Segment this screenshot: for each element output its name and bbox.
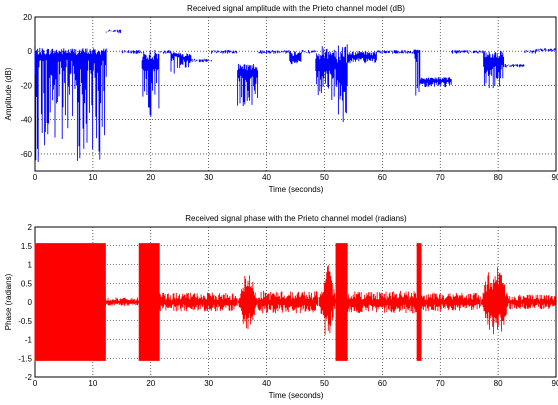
amplitude-x-tick-label: 10 bbox=[88, 173, 97, 182]
amplitude-plot: Received signal amplitude with the Priet… bbox=[4, 4, 558, 194]
phase-y-label: Phase (radians) bbox=[4, 273, 13, 330]
amplitude-y-tick-label: -40 bbox=[20, 116, 32, 125]
phase-y-tick-label: 2 bbox=[28, 223, 33, 232]
amplitude-y-label: Amplitude (dB) bbox=[4, 67, 13, 120]
amplitude-x-tick-label: 40 bbox=[262, 173, 271, 182]
amplitude-y-tick-label: -60 bbox=[20, 150, 32, 159]
amplitude-x-tick-label: 70 bbox=[436, 173, 445, 182]
phase-x-tick-label: 60 bbox=[378, 379, 387, 388]
phase-y-tick-label: -2 bbox=[25, 373, 33, 382]
amplitude-x-tick-label: 80 bbox=[494, 173, 503, 182]
phase-x-tick-label: 90 bbox=[552, 379, 558, 388]
phase-title: Received signal phase with the Prieto ch… bbox=[185, 214, 407, 223]
amplitude-x-tick-label: 20 bbox=[146, 173, 155, 182]
amplitude-axes-frame bbox=[34, 16, 557, 172]
phase-x-tick-label: 50 bbox=[320, 379, 329, 388]
phase-y-tick-label: 0.5 bbox=[21, 279, 33, 288]
phase-x-tick-label: 30 bbox=[204, 379, 213, 388]
phase-y-tick-label: 0 bbox=[28, 298, 33, 307]
amplitude-x-label: Time (seconds) bbox=[269, 185, 324, 194]
amplitude-title: Received signal amplitude with the Priet… bbox=[187, 4, 405, 13]
phase-y-tick-label: 1.5 bbox=[21, 242, 33, 251]
phase-y-tick-label: -1 bbox=[25, 336, 33, 345]
phase-x-ticks: 0 10 20 30 40 50 60 70 80 90 bbox=[33, 379, 558, 388]
phase-series bbox=[34, 243, 556, 361]
phase-y-tick-label: 1 bbox=[28, 261, 33, 270]
amplitude-x-ticks: 0 10 20 30 40 50 60 70 80 90 bbox=[33, 173, 558, 182]
phase-series-line bbox=[34, 243, 556, 361]
amplitude-x-tick-label: 50 bbox=[320, 173, 329, 182]
amplitude-series bbox=[34, 29, 557, 162]
amplitude-x-tick-label: 90 bbox=[552, 173, 558, 182]
amplitude-x-tick-label: 0 bbox=[33, 173, 38, 182]
amplitude-x-tick-label: 30 bbox=[204, 173, 213, 182]
phase-x-tick-label: 10 bbox=[88, 379, 97, 388]
amplitude-y-tick-label: -20 bbox=[20, 81, 32, 90]
phase-x-tick-label: 80 bbox=[494, 379, 503, 388]
phase-y-tick-label: -1.5 bbox=[18, 354, 32, 363]
phase-x-tick-label: 20 bbox=[146, 379, 155, 388]
phase-y-tick-label: -0.5 bbox=[18, 317, 32, 326]
phase-y-ticks: 2 1.5 1 0.5 0 -0.5 -1 -1.5 -2 bbox=[18, 223, 32, 382]
amplitude-y-tick-label: 20 bbox=[23, 13, 32, 22]
phase-x-tick-label: 70 bbox=[436, 379, 445, 388]
phase-x-tick-label: 0 bbox=[33, 379, 38, 388]
phase-plot: Received signal phase with the Prieto ch… bbox=[4, 214, 558, 400]
amplitude-series-line bbox=[34, 29, 557, 162]
amplitude-x-tick-label: 60 bbox=[378, 173, 387, 182]
amplitude-y-ticks: 20 0 -20 -40 -60 bbox=[20, 13, 32, 159]
amplitude-y-tick-label: 0 bbox=[28, 47, 33, 56]
phase-x-label: Time (seconds) bbox=[269, 391, 324, 400]
phase-x-tick-label: 40 bbox=[262, 379, 271, 388]
